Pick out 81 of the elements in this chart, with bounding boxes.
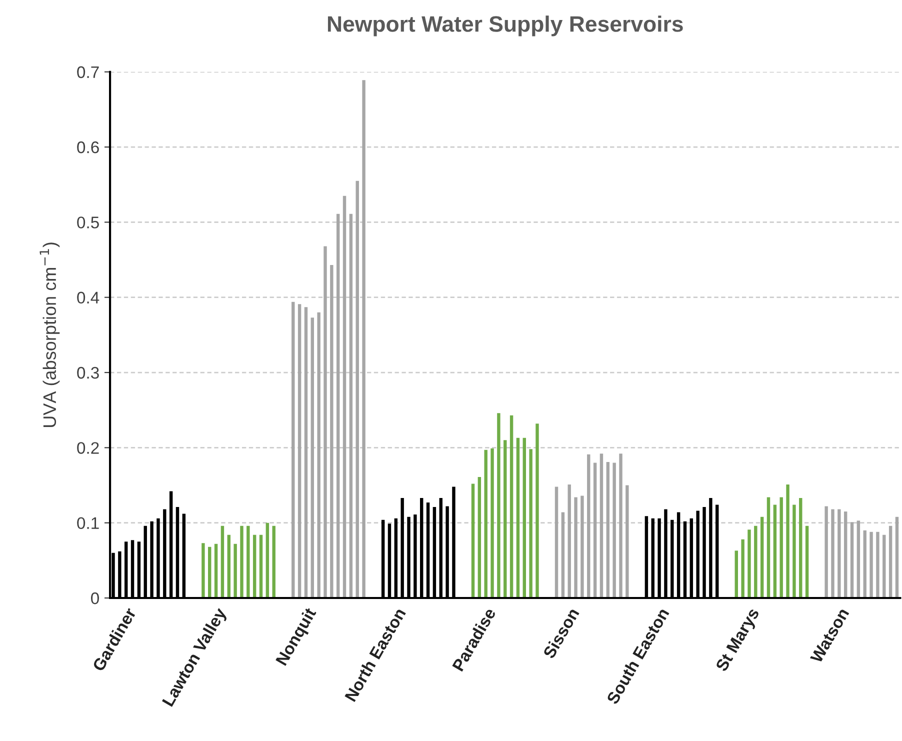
bar: [574, 497, 578, 598]
bar: [324, 246, 327, 598]
y-tick-label: 0.1: [77, 517, 99, 530]
bar: [214, 544, 218, 598]
bar: [252, 534, 256, 598]
bar: [773, 504, 777, 598]
bar: [876, 532, 880, 598]
y-tick-label: 0.7: [77, 66, 99, 78]
bar: [356, 180, 359, 598]
bar: [266, 522, 270, 598]
bar: [805, 526, 809, 598]
bar: [240, 526, 244, 598]
bar: [888, 526, 892, 598]
bar: [612, 462, 616, 598]
bar: [863, 530, 866, 598]
y-tick-label: 0.5: [77, 216, 99, 228]
bar: [786, 484, 790, 598]
chart-title: Newport Water Supply Reservoirs: [328, 16, 683, 36]
bar: [882, 534, 886, 598]
bar: [490, 448, 494, 598]
bar: [208, 546, 212, 598]
y-tick-label: 0.3: [77, 366, 99, 379]
bar: [870, 532, 873, 598]
bar: [516, 438, 520, 598]
bar: [748, 530, 751, 598]
bar: [593, 462, 597, 598]
bar: [330, 265, 334, 598]
y-tick-label: 0.6: [77, 141, 99, 154]
bar: [272, 526, 276, 598]
bar: [831, 509, 834, 598]
bar: [246, 526, 250, 598]
bar: [561, 512, 565, 598]
bar: [202, 543, 205, 598]
bar: [504, 440, 507, 598]
bar: [497, 413, 500, 598]
bar: [600, 454, 604, 598]
bar: [754, 526, 758, 598]
bar: [741, 539, 744, 598]
bar: [310, 318, 314, 598]
bar: [336, 214, 340, 598]
bar: [292, 302, 295, 598]
bar: [234, 544, 237, 598]
bar: [220, 526, 224, 598]
bar: [304, 307, 308, 598]
bar: [342, 196, 346, 598]
bar: [824, 506, 828, 598]
bar: [850, 522, 854, 598]
bar: [766, 497, 770, 598]
bar: [529, 449, 532, 598]
bar: [510, 415, 514, 598]
bar: [856, 520, 860, 598]
y-axis-title: UVA (absorption cm$^{−1}$): [40, 242, 60, 427]
bar: [580, 496, 584, 598]
bar: [568, 484, 571, 598]
y-tick-label: 0: [91, 592, 99, 604]
y-tick-label: 0.2: [77, 442, 99, 454]
bar: [606, 462, 610, 598]
bar: [522, 438, 526, 598]
bar: [298, 304, 302, 598]
bar: [760, 516, 764, 598]
bar: [838, 509, 841, 598]
bar: [799, 498, 802, 598]
bar: [780, 497, 783, 598]
bar: [895, 516, 899, 598]
bar: [626, 485, 629, 598]
bar: [554, 486, 558, 598]
bar: [792, 504, 796, 598]
bar: [478, 476, 482, 598]
bar: [536, 424, 539, 598]
bar: [471, 484, 475, 598]
bar: [734, 550, 738, 598]
bar: [349, 214, 353, 598]
y-tick-label: 0.4: [77, 292, 100, 304]
bar: [317, 312, 320, 598]
bar: [844, 512, 848, 598]
bar: [362, 80, 366, 598]
bar: [259, 534, 263, 598]
bar: [484, 450, 488, 598]
bar: [619, 454, 622, 598]
bar: [587, 454, 590, 598]
bar: [227, 534, 230, 598]
